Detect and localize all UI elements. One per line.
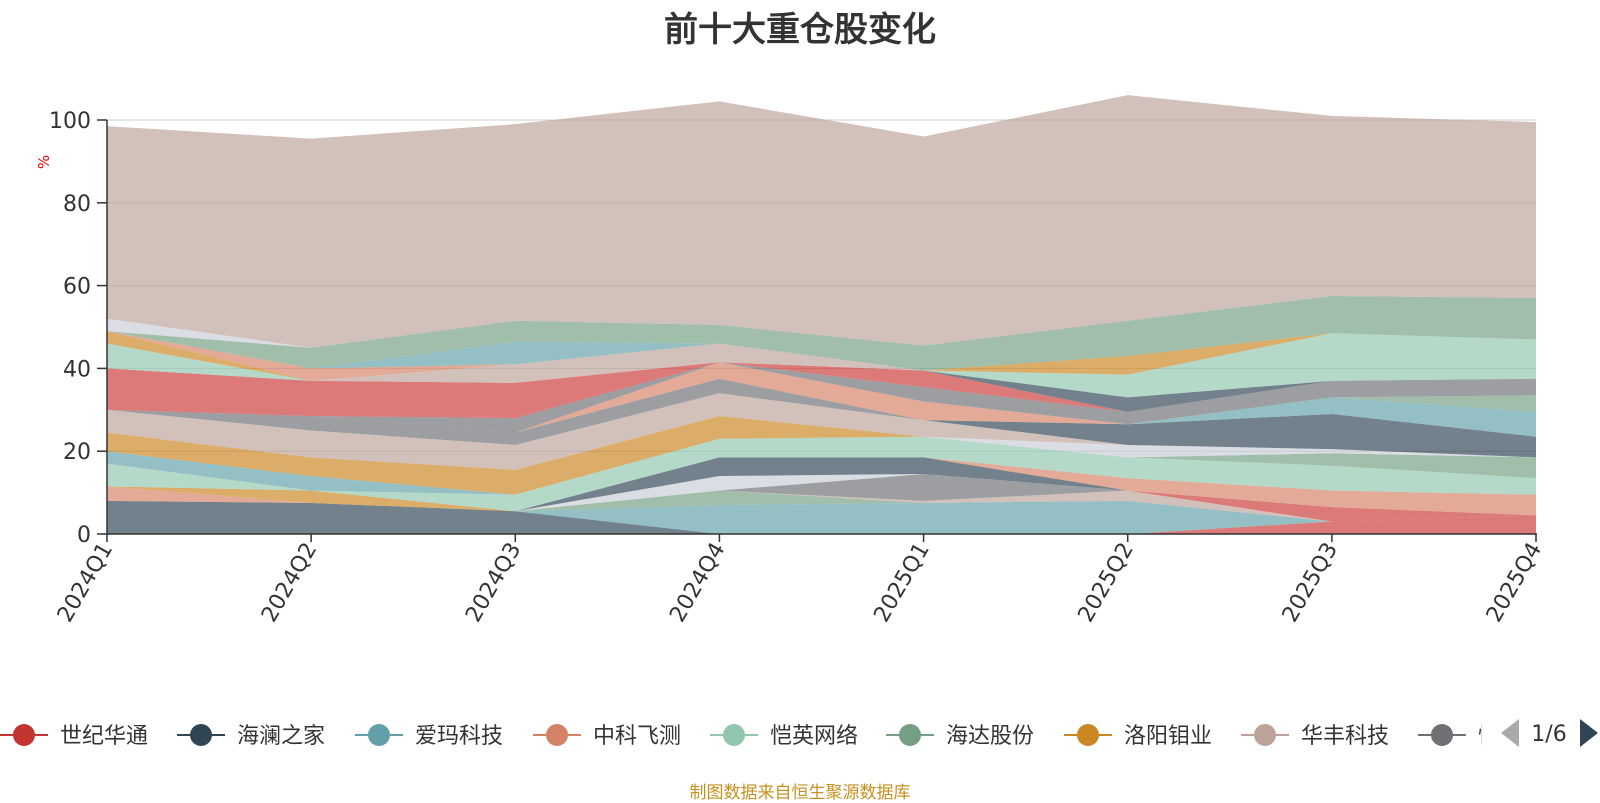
area-series-32 [107,295,1536,371]
legend-prev-icon[interactable] [1501,719,1519,747]
legend-label: 世纪华通 [60,724,148,749]
legend-marker-icon [546,724,568,746]
x-tick-label: 2025Q1 [869,539,934,627]
area-series [107,95,1536,534]
legend-item-5[interactable]: 海达股份 [886,724,1034,749]
area-series-11 [107,457,1536,516]
area-series-13 [107,436,1536,512]
area-series-2 [107,500,1536,534]
legend-label: 恺英网络 [770,724,858,749]
area-series-24 [107,362,1536,433]
legend-marker-icon [190,724,212,746]
area-series-6 [107,486,1536,522]
area-series-22 [107,362,1536,433]
legend-marker-icon [1077,724,1099,746]
area-series-12 [107,457,1536,516]
area-series-15 [107,436,1536,495]
legend-label: 海达股份 [946,724,1034,749]
area-series-0 [107,515,1536,534]
legend-item-7[interactable]: 华丰科技 [1241,724,1389,749]
legend-marker-icon [899,724,921,746]
legend: 世纪华通 海澜之家 爱玛科技 中科飞测 恺英网络 海达股份 洛阳钼业 华丰科技 恺 [0,724,1500,749]
area-series-31 [107,331,1536,371]
legend-label: 恺 [1478,724,1500,749]
area-series-26 [107,362,1536,412]
legend-label: 海澜之家 [237,724,325,749]
area-series-1 [107,500,1536,534]
y-tick-label: 0 [77,523,91,548]
legend-marker-icon [723,724,745,746]
area-series-33 [107,295,1536,348]
legend-item-8[interactable]: 恺 [1418,724,1500,749]
legend-marker-icon [1254,724,1276,746]
area-series-17 [107,416,1536,495]
x-tick-label: 2025Q3 [1278,539,1343,627]
legend-label: 华丰科技 [1301,724,1389,749]
area-series-8 [107,473,1536,522]
y-tick-label: 40 [63,357,91,382]
area-series-34 [107,95,1536,348]
legend-next-icon[interactable] [1580,719,1598,747]
area-series-25 [107,362,1536,419]
legend-item-0[interactable]: 世纪华通 [0,724,148,749]
area-series-18 [107,393,1536,470]
legend-item-3[interactable]: 中科飞测 [533,724,681,749]
x-tick-label: 2025Q4 [1482,539,1547,627]
legend-label: 洛阳钼业 [1124,724,1212,749]
y-tick-label: 60 [63,275,91,300]
legend-label: 中科飞测 [593,724,681,749]
area-series-10 [107,473,1536,522]
legend-item-2[interactable]: 爱玛科技 [355,724,503,749]
y-axis-unit-label: % [35,155,53,169]
legend-marker-icon [1431,724,1453,746]
legend-label: 爱玛科技 [415,724,503,749]
x-tick-label: 2024Q3 [461,539,526,627]
x-tick-label: 2024Q2 [257,539,322,627]
area-series-28 [107,333,1536,398]
y-tick-label: 80 [63,192,91,217]
legend-pager: 1/6 [1501,719,1598,747]
legend-item-6[interactable]: 洛阳钼业 [1064,724,1212,749]
legend-item-4[interactable]: 恺英网络 [710,724,858,749]
legend-marker-icon [13,724,35,746]
x-tick-label: 2024Q1 [53,539,118,627]
source-note: 制图数据来自恒生聚源数据库 [689,783,911,803]
legend-page-indicator: 1/6 [1531,722,1566,747]
legend-marker-icon [368,724,390,746]
x-tick-label: 2024Q4 [665,539,730,627]
x-tick-label: 2025Q2 [1074,539,1139,627]
legend-item-1[interactable]: 海澜之家 [177,724,325,749]
chart-title: 前十大重仓股变化 [664,10,936,50]
y-tick-label: 20 [63,440,91,465]
y-tick-label: 100 [49,109,91,134]
